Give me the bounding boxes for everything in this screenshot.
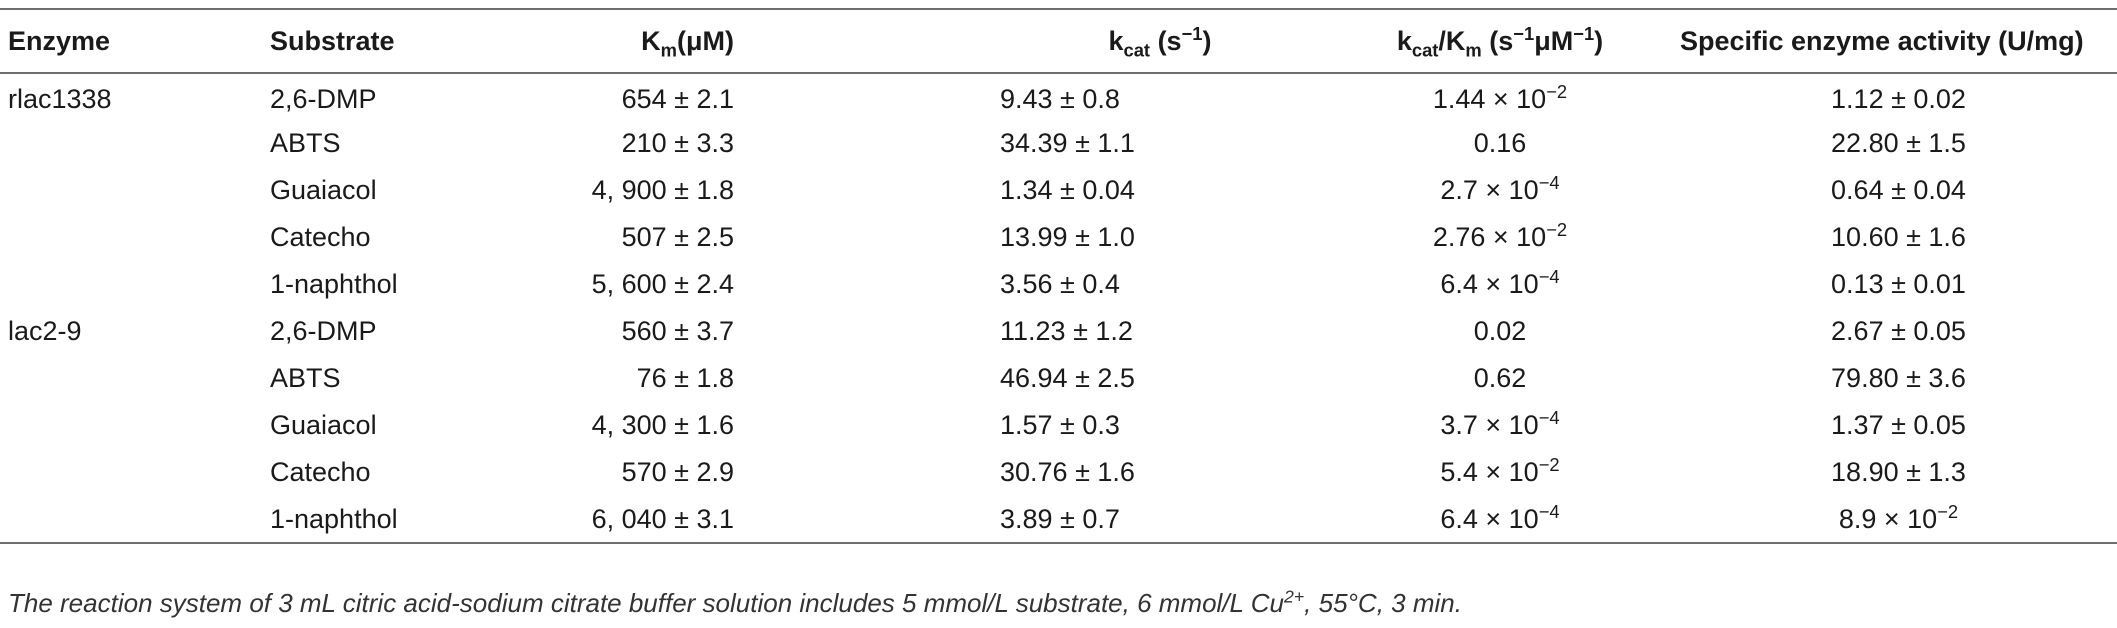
cell-specific-activity: 8.9 × 10−2: [1838, 500, 1959, 534]
cell-enzyme: [0, 402, 270, 449]
cell-kcat: 13.99 ± 1.0: [1000, 222, 1135, 252]
cell-kcat: 1.57 ± 0.3: [1000, 410, 1120, 440]
cell-substrate: Guaiacol: [270, 175, 377, 205]
cell-substrate: 2,6-DMP: [270, 316, 377, 346]
cell-kcat-km: 2.76 × 10−2: [1432, 219, 1568, 252]
cell-kcat-km: 1.44 × 10−2: [1432, 80, 1568, 114]
cell-specific-activity: 10.60 ± 1.6: [1831, 222, 1966, 252]
table-row: Guaiacol 4, 300 ± 1.6 1.57 ± 0.3 3.7 × 10−4…: [0, 402, 2117, 449]
cell-substrate: Catecho: [270, 222, 371, 252]
table-row: rlac1338 2,6-DMP 654 ± 2.1 9.43 ± 0.8 1.44 ×…: [0, 73, 2117, 120]
cell-kcat: 11.23 ± 1.2: [1000, 316, 1133, 346]
cell-kcat: 30.76 ± 1.6: [1000, 457, 1135, 487]
header-row: Enzyme Substrate Km(μM) kcat (s−1) kcat/…: [0, 9, 2117, 73]
header-specific-activity: Specific enzyme activity (U/mg): [1680, 25, 2084, 56]
table-row: 1-naphthol 5, 600 ± 2.4 3.56 ± 0.4 6.4 × 10…: [0, 261, 2117, 308]
cell-substrate: Guaiacol: [270, 410, 377, 440]
cell-specific-activity: 79.80 ± 3.6: [1831, 363, 1966, 393]
header-kcat-km: kcat/Km (s−1μM−1): [1396, 22, 1604, 60]
table-row: Catecho 570 ± 2.9 30.76 ± 1.6 5.4 × 10−2 18.…: [0, 449, 2117, 496]
cell-substrate: ABTS: [270, 128, 341, 158]
cell-enzyme: [0, 355, 270, 402]
cell-kcat: 3.89 ± 0.7: [1000, 503, 1120, 534]
cell-specific-activity: 1.37 ± 0.05: [1831, 410, 1966, 440]
cell-specific-activity: 0.13 ± 0.01: [1831, 269, 1966, 299]
cell-km: 507 ± 2.5: [621, 222, 734, 252]
cell-enzyme: rlac1338: [8, 83, 112, 114]
cell-km: 4, 300 ± 1.6: [591, 410, 734, 440]
cell-km: 210 ± 3.3: [621, 128, 734, 158]
table-header: Enzyme Substrate Km(μM) kcat (s−1) kcat/…: [0, 9, 2117, 73]
cell-kcat-km: 0.62: [1473, 363, 1527, 393]
cell-kcat: 9.43 ± 0.8: [1000, 83, 1120, 114]
cell-enzyme: [0, 496, 270, 543]
cell-kcat-km: 0.16: [1473, 128, 1527, 158]
cell-kcat: 1.34 ± 0.04: [1000, 175, 1135, 205]
table-row: Catecho 507 ± 2.5 13.99 ± 1.0 2.76 × 10−2 10…: [0, 214, 2117, 261]
header-substrate: Substrate: [270, 25, 395, 56]
cell-km: 76 ± 1.8: [636, 363, 734, 393]
table-row: 1-naphthol 6, 040 ± 3.1 3.89 ± 0.7 6.4 × 10…: [0, 496, 2117, 543]
cell-specific-activity: 2.67 ± 0.05: [1831, 316, 1966, 346]
header-enzyme: Enzyme: [8, 25, 111, 56]
cell-substrate: 1-naphthol: [270, 269, 398, 299]
cell-kcat-km: 6.4 × 10−4: [1440, 266, 1560, 299]
header-km: Km(μM): [641, 25, 734, 60]
cell-substrate: Catecho: [270, 457, 371, 487]
cell-kcat: 34.39 ± 1.1: [1000, 128, 1135, 158]
cell-km: 570 ± 2.9: [621, 457, 734, 487]
cell-enzyme: [0, 167, 270, 214]
cell-km: 6, 040 ± 3.1: [591, 503, 734, 534]
cell-enzyme: [0, 214, 270, 261]
cell-enzyme: [0, 449, 270, 496]
cell-substrate: ABTS: [270, 363, 341, 393]
cell-enzyme: [0, 120, 270, 167]
table-row: ABTS 210 ± 3.3 34.39 ± 1.1 0.16 22.80 ± 1.5: [0, 120, 2117, 167]
cell-kcat-km: 0.02: [1473, 316, 1527, 346]
table-footnote: The reaction system of 3 mL citric acid-…: [8, 586, 1462, 618]
cell-specific-activity: 18.90 ± 1.3: [1831, 457, 1966, 487]
table-body: rlac1338 2,6-DMP 654 ± 2.1 9.43 ± 0.8 1.44 ×…: [0, 73, 2117, 543]
cell-specific-activity: 0.64 ± 0.04: [1831, 175, 1966, 205]
cell-km: 560 ± 3.7: [621, 316, 734, 346]
cell-kcat-km: 3.7 × 10−4: [1440, 407, 1560, 440]
enzyme-kinetics-table: Enzyme Substrate Km(μM) kcat (s−1) kcat/…: [0, 8, 2117, 544]
cell-specific-activity: 22.80 ± 1.5: [1831, 128, 1966, 158]
cell-enzyme: [0, 261, 270, 308]
cell-kcat: 3.56 ± 0.4: [1000, 269, 1120, 299]
cell-km: 654 ± 2.1: [621, 83, 734, 114]
cell-enzyme: lac2-9: [8, 316, 82, 346]
cell-kcat: 46.94 ± 2.5: [1000, 363, 1135, 393]
table-row: Guaiacol 4, 900 ± 1.8 1.34 ± 0.04 2.7 × 10−…: [0, 167, 2117, 214]
cell-km: 4, 900 ± 1.8: [591, 175, 734, 205]
cell-kcat-km: 5.4 × 10−2: [1440, 454, 1560, 487]
cell-substrate: 2,6-DMP: [270, 83, 377, 114]
table-row: lac2-9 2,6-DMP 560 ± 3.7 11.23 ± 1.2 0.02 2.6…: [0, 308, 2117, 355]
header-kcat: kcat (s−1): [1108, 22, 1212, 60]
cell-kcat-km: 6.4 × 10−4: [1440, 500, 1560, 534]
cell-km: 5, 600 ± 2.4: [591, 269, 734, 299]
cell-kcat-km: 2.7 × 10−4: [1440, 172, 1560, 205]
table-row: ABTS 76 ± 1.8 46.94 ± 2.5 0.62 79.80 ± 3.6: [0, 355, 2117, 402]
cell-substrate: 1-naphthol: [270, 503, 398, 534]
cell-specific-activity: 1.12 ± 0.02: [1831, 83, 1966, 114]
